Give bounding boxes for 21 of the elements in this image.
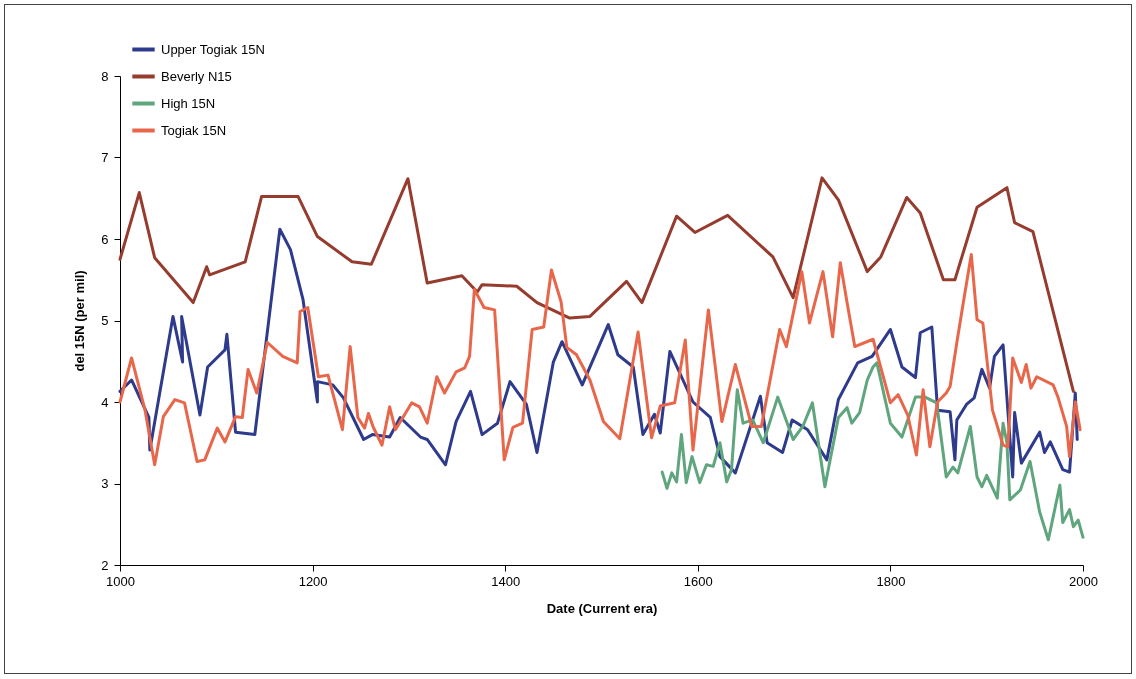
y-tick-label: 5 — [101, 313, 109, 328]
x-tick-label: 1600 — [683, 573, 713, 589]
legend-label: Upper Togiak 15N — [161, 41, 265, 57]
line-series — [118, 176, 1075, 393]
x-tick-label: 1800 — [876, 573, 906, 589]
y-axis-title: del 15N (per mil) — [72, 270, 88, 372]
legend-label: Beverly N15 — [161, 68, 232, 84]
y-tick-label: 4 — [101, 394, 109, 410]
legend-label: High 15N — [161, 95, 216, 111]
x-tick-label: 2000 — [1069, 573, 1098, 589]
y-tick-label: 6 — [101, 231, 109, 247]
x-tick-label: 1400 — [491, 573, 521, 589]
y-tick-label: 2 — [101, 557, 109, 573]
x-axis-title: Date (Current era) — [546, 600, 658, 616]
x-tick-label: 1000 — [106, 573, 135, 589]
x-tick-label: 1200 — [298, 573, 328, 589]
y-tick-label: 8 — [101, 68, 109, 84]
y-tick-label: 3 — [101, 476, 109, 491]
line-series — [660, 361, 1085, 542]
legend-label: Togiak 15N — [161, 122, 227, 138]
y-tick-label: 7 — [101, 150, 109, 165]
